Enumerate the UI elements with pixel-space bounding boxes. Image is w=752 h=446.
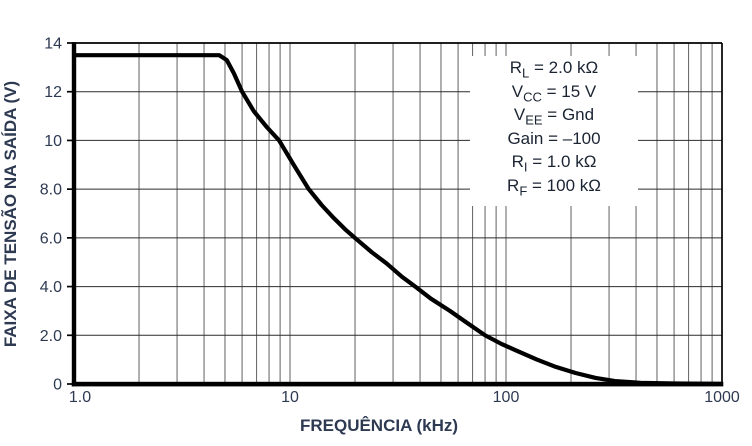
- annotation-subscript: I: [523, 159, 528, 175]
- x-axis-title: FREQUÊNCIA (kHz): [300, 416, 458, 435]
- annotation-line: RF = 100 kΩ: [470, 174, 638, 198]
- annotation-line: Gain = –100: [470, 127, 638, 151]
- annotation-symbol: R: [511, 152, 524, 171]
- annotation-value: = 100 kΩ: [527, 175, 601, 195]
- y-axis-line: [71, 42, 77, 387]
- annotation-subscript: CC: [523, 88, 542, 104]
- annotation-value: = Gnd: [542, 105, 595, 124]
- x-tick-label: 1.0: [69, 389, 91, 406]
- annotation-value: = –100: [543, 128, 601, 148]
- y-tick-label: 2.0: [40, 328, 62, 345]
- curve-layer: [74, 53, 723, 386]
- axes-frame: [67, 42, 724, 387]
- gridlines: [74, 43, 722, 384]
- annotation-symbol: R: [509, 58, 523, 77]
- annotation-value: = 2.0 kΩ: [529, 58, 599, 77]
- annotation-subscript: F: [519, 182, 528, 198]
- conditions-annotation: RL = 2.0 kΩ VCC = 15 V VEE = Gnd Gain = …: [470, 56, 638, 206]
- annotation-symbol: V: [513, 105, 526, 124]
- annotation-value: = 1.0 kΩ: [527, 152, 597, 171]
- x-tick-label: 1000: [704, 389, 740, 406]
- y-tick-label: 14: [44, 36, 62, 53]
- annotation-subscript: L: [522, 65, 530, 81]
- x-axis-line: [71, 381, 724, 387]
- annotation-line: RL = 2.0 kΩ: [470, 56, 638, 80]
- annotation-symbol: V: [511, 81, 524, 101]
- annotation-subscript: EE: [525, 112, 543, 128]
- annotation-value: = 15 V: [541, 81, 597, 101]
- annotation-line: VEE = Gnd: [470, 103, 638, 127]
- y-tick-label: 6.0: [40, 230, 62, 247]
- annotation-line: VCC = 15 V: [470, 80, 638, 104]
- y-axis-title: FAIXA DE TENSÃO NA SAÍDA (V): [0, 81, 20, 347]
- x-tick-label: 10: [281, 389, 299, 406]
- annotation-symbol: Gain: [507, 128, 544, 148]
- series-faixa-de-tensao-na-saida: [74, 53, 723, 386]
- tick-labels: 0 2.0 4.0 6.0 8.0 10 12 14 1.0 10 100 1000: [40, 36, 740, 407]
- annotation-line: RI = 1.0 kΩ: [470, 150, 638, 174]
- y-tick-label: 8.0: [40, 182, 62, 199]
- x-tick-label: 100: [493, 389, 520, 406]
- y-tick-label: 4.0: [40, 279, 62, 296]
- y-tick-label: 0: [53, 377, 62, 394]
- annotation-symbol: R: [507, 175, 520, 195]
- y-tick-label: 12: [44, 84, 62, 101]
- y-tick-label: 10: [44, 133, 62, 150]
